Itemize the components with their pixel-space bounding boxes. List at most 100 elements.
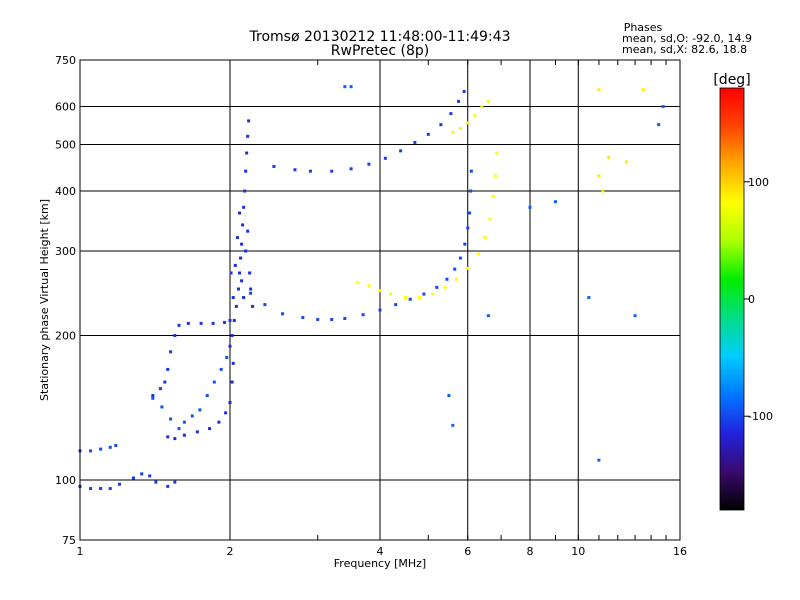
echo-point (229, 271, 233, 275)
echo-point (422, 292, 426, 296)
y-tick-label: 750 (55, 54, 76, 67)
echo-point (349, 85, 353, 89)
echo-point (99, 447, 103, 451)
echo-point (383, 156, 387, 160)
echo-point (483, 236, 487, 240)
echo-point (367, 162, 371, 166)
echo-point (246, 229, 250, 233)
echo-point (426, 132, 430, 136)
echo-point (343, 317, 347, 321)
phases-heading: Phases (624, 21, 663, 34)
echo-point (232, 318, 236, 322)
echo-point (480, 105, 484, 109)
echo-point (235, 236, 239, 240)
echo-point (148, 474, 152, 478)
echo-point (417, 296, 421, 300)
echo-point (625, 160, 629, 164)
echo-point (244, 249, 248, 253)
echo-point (230, 380, 234, 384)
echo-point (378, 308, 382, 312)
echo-point (166, 367, 170, 371)
echo-point (597, 88, 601, 92)
echo-point (166, 484, 170, 488)
echo-point (458, 256, 462, 260)
echo-point (601, 189, 605, 193)
echo-point (553, 200, 557, 204)
echo-point (657, 123, 661, 127)
echo-point (403, 296, 407, 300)
echo-point (451, 423, 455, 427)
echo-point (378, 289, 382, 293)
echo-point (449, 112, 453, 116)
echo-point (473, 113, 477, 117)
echo-point (394, 303, 398, 307)
echo-point (308, 169, 312, 173)
echo-point (443, 285, 447, 289)
echo-point (173, 480, 177, 484)
echo-point (463, 242, 467, 246)
echo-point (231, 361, 235, 365)
echo-point (491, 194, 495, 198)
x-tick-label: 10 (571, 545, 585, 558)
echo-point (399, 149, 403, 153)
echo-point (439, 123, 443, 127)
echo-point (173, 437, 177, 441)
echo-point (212, 380, 216, 384)
echo-point (182, 433, 186, 437)
echo-point (462, 89, 466, 93)
y-tick-label: 600 (55, 101, 76, 114)
echo-point (234, 304, 238, 308)
echo-point (219, 367, 223, 371)
echo-point (177, 427, 181, 431)
echo-point (240, 242, 244, 246)
echo-point (108, 445, 112, 449)
echo-point (486, 99, 490, 103)
echo-point (349, 167, 353, 171)
echo-point (169, 350, 173, 354)
echo-point (468, 211, 472, 215)
echo-point (486, 314, 490, 318)
colorbar-tick-label: 0 (748, 293, 755, 306)
echo-point (177, 323, 181, 327)
echo-point (413, 140, 417, 144)
chart-title: Tromsø 20130212 11:48:00-11:49:43 (249, 29, 511, 45)
echo-point (451, 130, 455, 134)
echo-point (457, 99, 461, 103)
echo-point (528, 205, 532, 209)
x-tick-label: 8 (527, 545, 534, 558)
echo-point (230, 334, 234, 338)
echo-point (469, 189, 473, 193)
echo-point (224, 411, 228, 415)
echo-point (293, 168, 297, 172)
echo-point (208, 427, 212, 431)
echo-point (247, 119, 251, 123)
echo-point (641, 88, 645, 92)
echo-point (225, 355, 229, 359)
x-axis-ticks: 1 2 4 6 8 10 16 (77, 60, 687, 558)
x-tick-label: 16 (673, 545, 687, 558)
echo-point (281, 312, 285, 316)
echo-point (228, 401, 232, 405)
echo-point (435, 285, 439, 289)
echo-point (488, 217, 492, 221)
echo-point (458, 126, 462, 130)
y-axis-ticks: 75 100 200 300 400 500 600 750 (55, 54, 76, 547)
echo-point (661, 105, 665, 109)
echo-point (343, 85, 347, 89)
x-axis-title: Frequency [MHz] (334, 557, 426, 570)
echo-point (190, 414, 194, 418)
colorbar-label: [deg] (713, 72, 750, 88)
echo-point (205, 394, 209, 398)
y-tick-label: 100 (55, 474, 76, 487)
echo-point (495, 151, 499, 155)
echo-point (173, 334, 177, 338)
echo-point (151, 394, 155, 398)
colorbar-tick-label: -100 (748, 410, 773, 423)
y-tick-label: 500 (55, 139, 76, 152)
echo-point (223, 320, 227, 324)
echo-point (228, 344, 232, 348)
echo-point (236, 287, 240, 291)
colorbar-ticks: 100 0 -100 (744, 176, 773, 423)
phases-x-stats: mean, sd,X: 82.6, 18.8 (622, 43, 747, 56)
